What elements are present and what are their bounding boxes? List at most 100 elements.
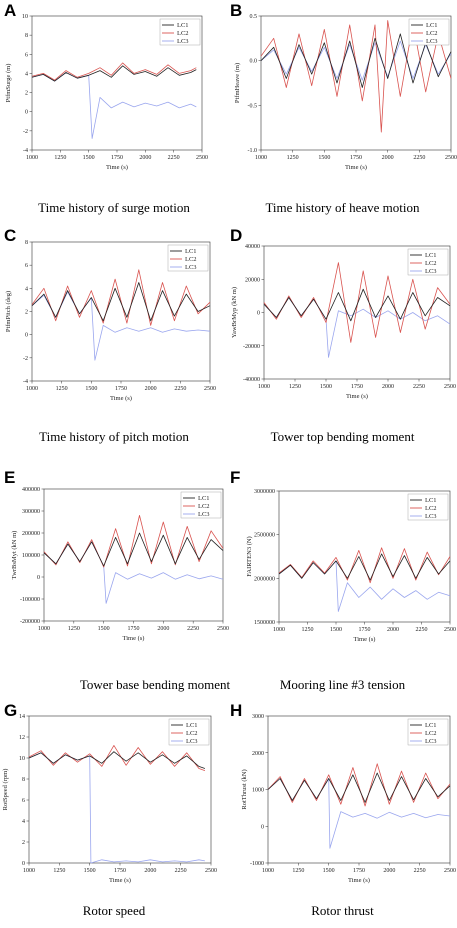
x-tick-label: 1250: [56, 386, 68, 392]
series-line-lc1: [28, 751, 206, 769]
series-line-lc1: [31, 282, 211, 322]
x-tick-label: 2500: [444, 627, 456, 633]
x-tick-label: 1750: [111, 155, 123, 161]
legend-label: LC2: [186, 730, 198, 737]
panel-caption: Rotor speed: [82, 903, 146, 918]
x-tick-label: 1500: [85, 386, 97, 392]
x-axis-label: Time (s): [110, 395, 132, 402]
x-tick-label: 2500: [444, 384, 456, 390]
x-tick-label: 1000: [38, 626, 50, 632]
y-tick-label: -40000: [243, 377, 260, 383]
y-tick-label: 2: [22, 840, 25, 846]
x-axis-label: Time (s): [106, 164, 128, 171]
y-tick-label: -200000: [20, 619, 40, 625]
y-tick-label: 3000000: [254, 489, 275, 495]
x-tick-label: 2000: [387, 627, 399, 633]
x-tick-label: 2000: [382, 155, 394, 161]
legend-label: LC2: [426, 30, 438, 37]
x-tick-label: 2250: [175, 868, 187, 874]
legend-label: LC3: [425, 738, 437, 745]
panel-letter: H: [230, 701, 243, 720]
y-axis-label: PtfmHeave (m): [234, 63, 241, 103]
series-line-lc2: [28, 745, 206, 771]
x-tick-label: 1750: [115, 386, 127, 392]
panel-a: A 1000 1250 1500 1750 2000 2250 2500 -4 -2 0 2 4 6 8 1…: [0, 0, 228, 225]
y-tick-label: -1.0: [248, 148, 258, 154]
series-line-lc3: [43, 541, 224, 604]
legend-label: LC1: [425, 722, 437, 729]
legend-label: LC1: [426, 22, 438, 29]
y-tick-label: 0: [37, 575, 40, 581]
x-tick-label: 1000: [262, 868, 274, 874]
y-tick-label: -0.5: [248, 103, 258, 109]
series-line-lc1: [263, 288, 451, 322]
x-tick-label: 1250: [292, 868, 304, 874]
x-tick-label: 2000: [382, 384, 394, 390]
x-tick-label: 2000: [139, 155, 151, 161]
y-tick-label: 300000: [22, 509, 40, 515]
legend-label: LC3: [198, 511, 210, 518]
x-tick-label: 1750: [353, 868, 365, 874]
legend-label: LC2: [425, 260, 437, 267]
y-tick-label: 0: [261, 824, 264, 830]
x-axis-label: Time (s): [354, 636, 376, 643]
y-tick-label: -20000: [243, 344, 260, 350]
y-tick-label: 2: [25, 310, 28, 316]
x-tick-label: 1750: [114, 868, 126, 874]
panel-caption: Time history of heave motion: [265, 200, 420, 215]
y-tick-label: -100000: [20, 597, 40, 603]
y-tick-label: 4: [22, 819, 25, 825]
y-tick-label: -1000: [250, 861, 264, 867]
y-tick-label: 1000: [252, 788, 264, 794]
panel-d: D 1000 1250 1500 1750 2000 2250 2500 -40000 -200…: [228, 225, 457, 465]
x-axis-label: Time (s): [123, 635, 145, 642]
panel-letter: E: [4, 468, 16, 487]
legend-label: LC2: [185, 256, 197, 263]
x-tick-label: 1000: [258, 384, 270, 390]
legend-label: LC1: [177, 22, 189, 29]
y-axis-label: RotSpeed (rpm): [2, 769, 9, 811]
panel-caption: Mooring line #3 tension: [279, 677, 406, 692]
x-tick-label: 2500: [217, 626, 229, 632]
panel-caption: Time history of pitch motion: [39, 429, 189, 444]
y-tick-label: 200000: [22, 531, 40, 537]
chart-tower-top-moment: 1000 1250 1500 1750 2000 2250 2500 -40000 -20000…: [231, 244, 456, 400]
panel-b: B 1000 1250 1500 1750 2000 2250 2500 -1.0 -0.5 0.…: [228, 0, 457, 225]
y-axis-label: YawBrMyp (kN m): [231, 287, 238, 338]
series-line-lc1: [43, 532, 224, 567]
y-tick-label: 2000: [252, 751, 264, 757]
x-tick-label: 1000: [255, 155, 267, 161]
chart-rotor-speed: 1000 1250 1500 1750 2000 2250 2500 0 2 4 6 8 10 12 14 T…: [2, 714, 217, 884]
y-tick-label: 400000: [22, 487, 40, 493]
y-tick-label: 2000000: [254, 576, 275, 582]
panel-letter: A: [4, 1, 17, 20]
x-tick-label: 1750: [351, 384, 363, 390]
panel-letter: D: [230, 226, 243, 245]
y-tick-label: 10: [19, 756, 25, 762]
y-tick-label: 0: [22, 861, 25, 867]
chart-pitch: 1000 1250 1500 1750 2000 2250 2500 -4 -2 0 2 4 6 8 Tim…: [5, 240, 216, 402]
x-tick-label: 2500: [444, 868, 456, 874]
x-tick-label: 2500: [205, 868, 217, 874]
y-tick-label: 10: [22, 14, 28, 20]
panel-letter: C: [4, 226, 17, 245]
chart-tower-base-moment: 1000 1250 1500 1750 2000 2250 2500 -200000 -1000…: [11, 487, 229, 642]
x-tick-label: 1250: [68, 626, 80, 632]
legend-label: LC3: [426, 38, 438, 45]
series-line-lc3: [31, 72, 197, 139]
legend-label: LC3: [177, 38, 189, 45]
y-tick-label: 6: [25, 52, 28, 58]
x-axis-label: Time (s): [345, 164, 367, 171]
y-tick-label: 100000: [22, 553, 40, 559]
x-tick-label: 1500: [98, 626, 110, 632]
x-tick-label: 2500: [445, 155, 457, 161]
y-tick-label: 8: [25, 240, 28, 246]
y-axis-label: TwrBsMyt (kN m): [11, 531, 18, 580]
panel-letter: B: [230, 1, 243, 20]
x-tick-label: 1000: [273, 627, 285, 633]
x-tick-label: 2250: [174, 386, 186, 392]
x-tick-label: 1000: [26, 155, 38, 161]
y-tick-label: -4: [23, 148, 28, 154]
x-tick-label: 1500: [83, 155, 95, 161]
y-tick-label: 40000: [245, 244, 260, 250]
